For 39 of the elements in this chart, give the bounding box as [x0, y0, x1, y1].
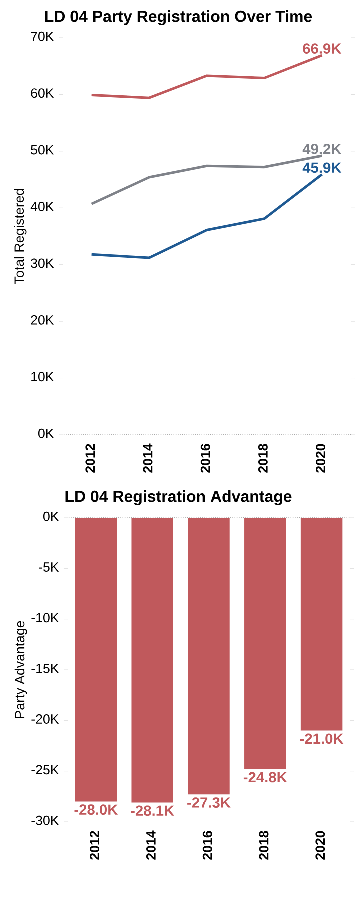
y-tick-label: -25K [32, 765, 60, 775]
y-tick-label: 40K [30, 202, 54, 212]
y-tick-label: 10K [32, 372, 54, 382]
data-label: -24.8K [244, 772, 288, 783]
x-tick-label: 2012 [86, 444, 96, 473]
x-tick-label: 2014 [146, 830, 156, 860]
x-tick-label: 2018 [258, 444, 268, 473]
chart-title: LD 04 Party Registration Over Time [45, 10, 312, 26]
x-tick-label: 2016 [200, 444, 210, 473]
y-tick-label: 50K [31, 145, 54, 155]
y-tick-label: -15K [32, 664, 60, 674]
y-tick-label: 60K [31, 88, 54, 98]
data-label: 66.9K [303, 44, 342, 54]
data-label: -21.0K [300, 734, 344, 744]
y-tick-label: -10K [32, 613, 60, 623]
data-label: -28.0K [74, 804, 118, 816]
y-tick-label: -20K [32, 714, 60, 724]
y-tick-label: -5K [39, 562, 60, 572]
x-tick-label: 2012 [90, 831, 100, 860]
y-tick-label: -30K [32, 816, 60, 826]
data-label: -28.1K [131, 806, 174, 816]
y-tick-label: 70K [31, 32, 54, 42]
x-tick-label: 2020 [316, 831, 326, 860]
y-tick-label: 20K [31, 315, 54, 325]
y-tick-label: 0K [44, 512, 60, 522]
x-tick-label: 2020 [316, 444, 326, 473]
y-tick-label: 30K [31, 258, 54, 268]
line-series [90, 173, 324, 260]
line-series [90, 54, 324, 100]
data-label: -27.3K [188, 798, 231, 808]
x-tick-label: 2018 [259, 831, 269, 860]
y-axis-title: Total Registered [14, 189, 27, 284]
data-label: 49.2K [302, 144, 342, 154]
data-label: 45.9K [302, 162, 342, 174]
x-tick-label: 2016 [202, 831, 212, 860]
chart-title: LD 04 Registration Advantage [66, 490, 292, 506]
x-tick-label: 2014 [143, 444, 153, 473]
y-axis-title: Party Advantage [14, 621, 28, 718]
y-tick-label: 0K [38, 428, 54, 438]
